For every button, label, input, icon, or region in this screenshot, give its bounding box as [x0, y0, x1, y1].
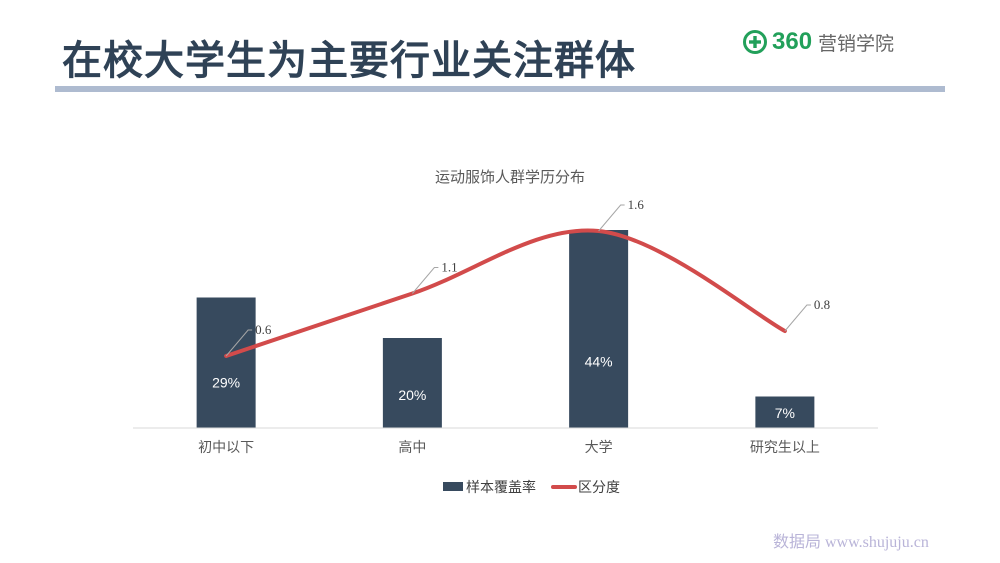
bar-3: [569, 230, 629, 428]
page-title: 在校大学生为主要行业关注群体: [62, 38, 636, 84]
brand-text: 营销学院: [818, 32, 895, 55]
bar-value-label: 29%: [212, 375, 240, 391]
line-value-label: 1.6: [628, 197, 645, 212]
line-value-label: 0.6: [255, 322, 272, 337]
leader-line: [784, 304, 811, 332]
brand-number: 360: [772, 28, 813, 55]
category-label: 研究生以上: [750, 440, 820, 456]
brand-logo-group: 360 营销学院: [742, 28, 894, 56]
bar-value-label: 44%: [585, 354, 613, 370]
watermark: 数据局 www.shujuju.cn: [773, 534, 929, 551]
bar-4: [755, 396, 815, 428]
bar-1: [196, 297, 256, 428]
category-label: 高中: [398, 439, 426, 456]
bar-2: [382, 338, 442, 428]
legend-line-label: 区分度: [578, 480, 620, 496]
line-value-label: 0.8: [814, 297, 830, 312]
title-divider: [55, 86, 945, 92]
category-label: 初中以下: [198, 439, 254, 456]
360-logo-icon: [743, 30, 767, 54]
legend-bar-swatch: [443, 482, 463, 491]
line-series-path: [224, 228, 787, 358]
leader-line: [411, 267, 439, 294]
category-label: 大学: [585, 440, 613, 456]
legend-bar-label: 样本覆盖率: [466, 479, 536, 496]
line-value-label: 1.1: [441, 260, 457, 275]
chart-title: 运动服饰人群学历分布: [435, 168, 585, 186]
bar-value-label: 20%: [398, 387, 426, 403]
leader-line: [598, 204, 625, 232]
leader-line: [225, 329, 253, 357]
bar-value-label: 7%: [775, 405, 795, 421]
